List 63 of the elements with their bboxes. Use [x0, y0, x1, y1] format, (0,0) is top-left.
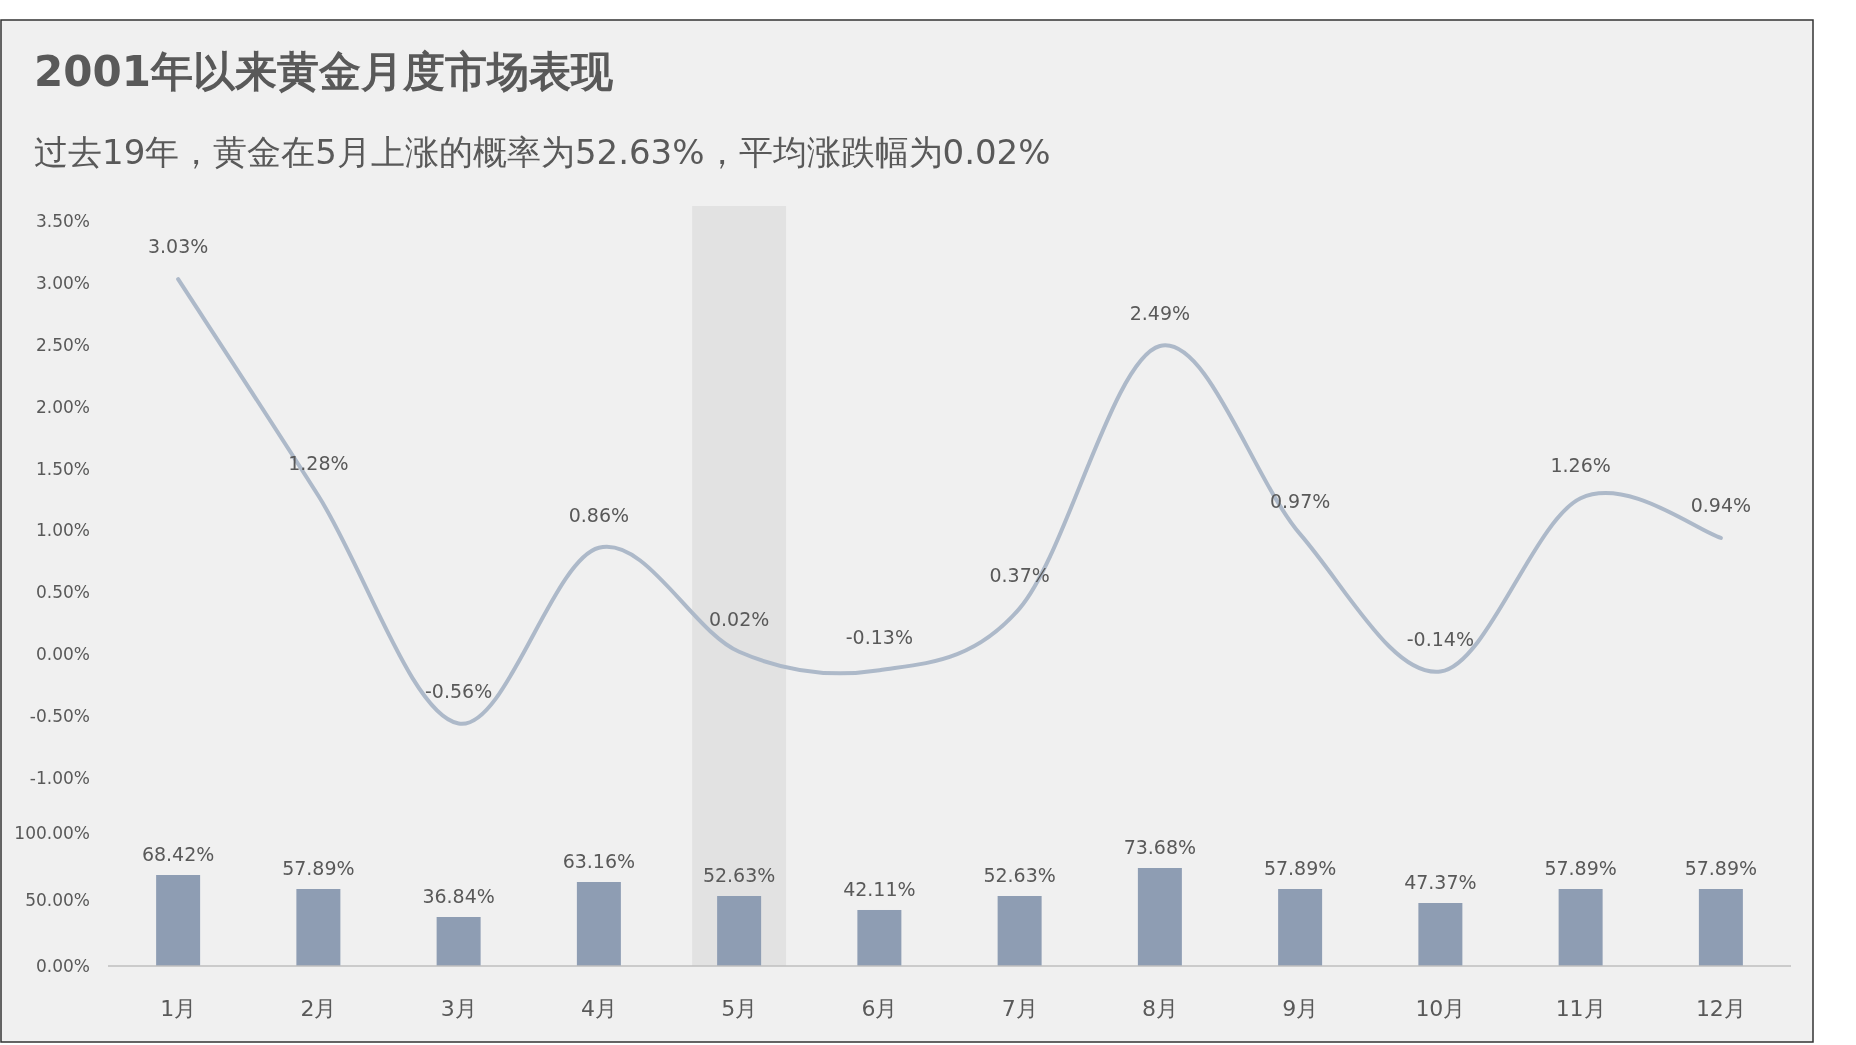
data-label: 36.84% — [422, 885, 495, 907]
x-tick-label: 3月 — [440, 996, 477, 1021]
y-tick-label: 3.00% — [35, 272, 90, 293]
data-label: 1.26% — [1550, 454, 1611, 477]
x-tick-label: 1月 — [160, 996, 197, 1021]
y-tick-label: 1.50% — [35, 458, 90, 479]
y-tick-label: 2.00% — [35, 396, 90, 417]
x-tick-label: 12月 — [1695, 996, 1746, 1021]
y-tick-label: -0.50% — [29, 706, 90, 727]
data-label: 52.63% — [702, 864, 776, 886]
bar — [296, 889, 341, 966]
data-label: 0.37% — [989, 564, 1050, 587]
bar — [1418, 903, 1463, 966]
y-tick-label: 50.00% — [25, 889, 90, 910]
data-label: 3.03% — [147, 235, 209, 258]
data-label: 57.89% — [1544, 857, 1617, 880]
data-label: -0.56% — [425, 679, 493, 702]
y-tick-label: -1.00% — [29, 768, 90, 788]
y-tick-label: 1.00% — [35, 520, 90, 541]
x-tick-label: 6月 — [861, 996, 898, 1021]
data-label: 63.16% — [562, 850, 636, 872]
y-tick-label: 0.00% — [35, 956, 90, 976]
bar — [156, 875, 201, 966]
data-label: 57.89% — [282, 857, 355, 880]
data-label: 52.63% — [983, 864, 1056, 886]
x-tick-label: 7月 — [1001, 996, 1038, 1021]
bar — [576, 882, 621, 966]
y-tick-label: 2.50% — [35, 334, 90, 355]
x-tick-label: 2月 — [300, 996, 337, 1021]
data-label: 0.97% — [1269, 490, 1331, 513]
x-tick-label: 4月 — [580, 996, 617, 1021]
bar — [1278, 889, 1323, 966]
bar — [1137, 868, 1182, 966]
chart-title: 2001年以来黄金月度市场表现 — [34, 47, 614, 96]
bar — [997, 896, 1042, 966]
x-tick-label: 9月 — [1282, 996, 1319, 1021]
bar — [436, 917, 481, 966]
data-label: 57.89% — [1684, 857, 1758, 880]
y-tick-label: 3.50% — [35, 211, 90, 231]
data-label: 42.11% — [843, 877, 916, 900]
bar — [857, 909, 902, 966]
data-label: 73.68% — [1123, 836, 1197, 859]
data-label: 2.49% — [1129, 302, 1191, 325]
data-label: 57.89% — [1263, 857, 1337, 880]
x-tick-label: 10月 — [1415, 996, 1466, 1021]
data-label: 0.02% — [708, 607, 770, 630]
x-tick-label: 5月 — [721, 996, 758, 1021]
x-tick-label: 8月 — [1141, 996, 1178, 1021]
data-label: 0.86% — [568, 503, 630, 526]
data-label: 68.42% — [141, 843, 215, 865]
data-label: -0.14% — [1406, 627, 1474, 650]
data-label: 47.37% — [1404, 871, 1477, 893]
data-label: 0.94% — [1690, 493, 1752, 516]
bar — [717, 896, 762, 966]
bar — [1698, 889, 1743, 966]
chart-subtitle: 过去19年，黄金在5月上涨的概率为52.63%，平均涨跌幅为0.02% — [34, 132, 1051, 172]
data-label: -0.13% — [845, 626, 913, 649]
bar — [1558, 889, 1603, 966]
y-tick-label: 100.00% — [14, 823, 90, 843]
y-tick-label: 0.00% — [35, 644, 90, 665]
y-tick-label: 0.50% — [35, 582, 90, 603]
x-tick-label: 11月 — [1555, 996, 1606, 1021]
data-label: 1.28% — [288, 451, 349, 474]
